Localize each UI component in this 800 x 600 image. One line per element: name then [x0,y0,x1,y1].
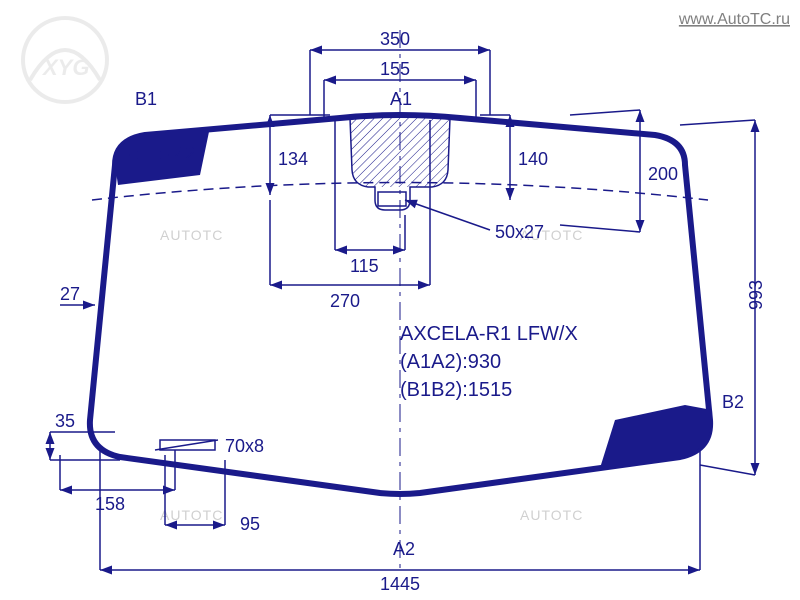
label-b2: B2 [722,392,744,412]
watermark-text: AUTOTC [160,507,223,523]
dim-line-50x27 [405,200,490,230]
dim-155: 155 [380,59,410,79]
watermark-logo: XYG [23,18,107,102]
dim-70x8: 70x8 [225,436,264,456]
label-b1: B1 [135,89,157,109]
dim-115: 115 [350,256,379,276]
dim-140: 140 [518,149,548,169]
dim-134: 134 [278,149,308,169]
rain-sensor-rect [378,192,406,206]
windshield-diagram: XYG AUTOTCAUTOTCAUTOTCAUTOTC www.AutoTC.… [0,0,800,600]
ext-line [680,120,755,125]
dim-1445: 1445 [380,574,420,594]
dim-35: 35 [55,411,75,431]
product-line1: (A1A2):930 [400,351,501,373]
source-url: www.AutoTC.ru [678,11,790,28]
dim-27: 27 [60,284,80,304]
corner-b2-fill [600,405,712,468]
dim-50x27: 50x27 [495,222,544,242]
watermark-text: AUTOTC [520,507,583,523]
ext-line [570,110,640,115]
product-line2: (B1B2):1515 [400,379,512,401]
dim-42: 42 [175,144,195,164]
vin-lead [155,440,218,450]
watermark-text: AUTOTC [160,227,223,243]
dim-158: 158 [95,494,125,514]
label-a2: A2 [393,539,415,559]
dim-993: 993 [746,280,766,310]
logo-text: XYG [41,55,89,80]
dim-95: 95 [240,514,260,534]
dim-270: 270 [330,291,360,311]
dim-350: 350 [380,29,410,49]
corner-b1-fill [115,127,210,185]
dim-200: 200 [648,164,678,184]
product-code: AXCELA-R1 LFW/X [400,323,578,345]
label-a1: A1 [390,89,412,109]
ext-line [700,465,755,475]
